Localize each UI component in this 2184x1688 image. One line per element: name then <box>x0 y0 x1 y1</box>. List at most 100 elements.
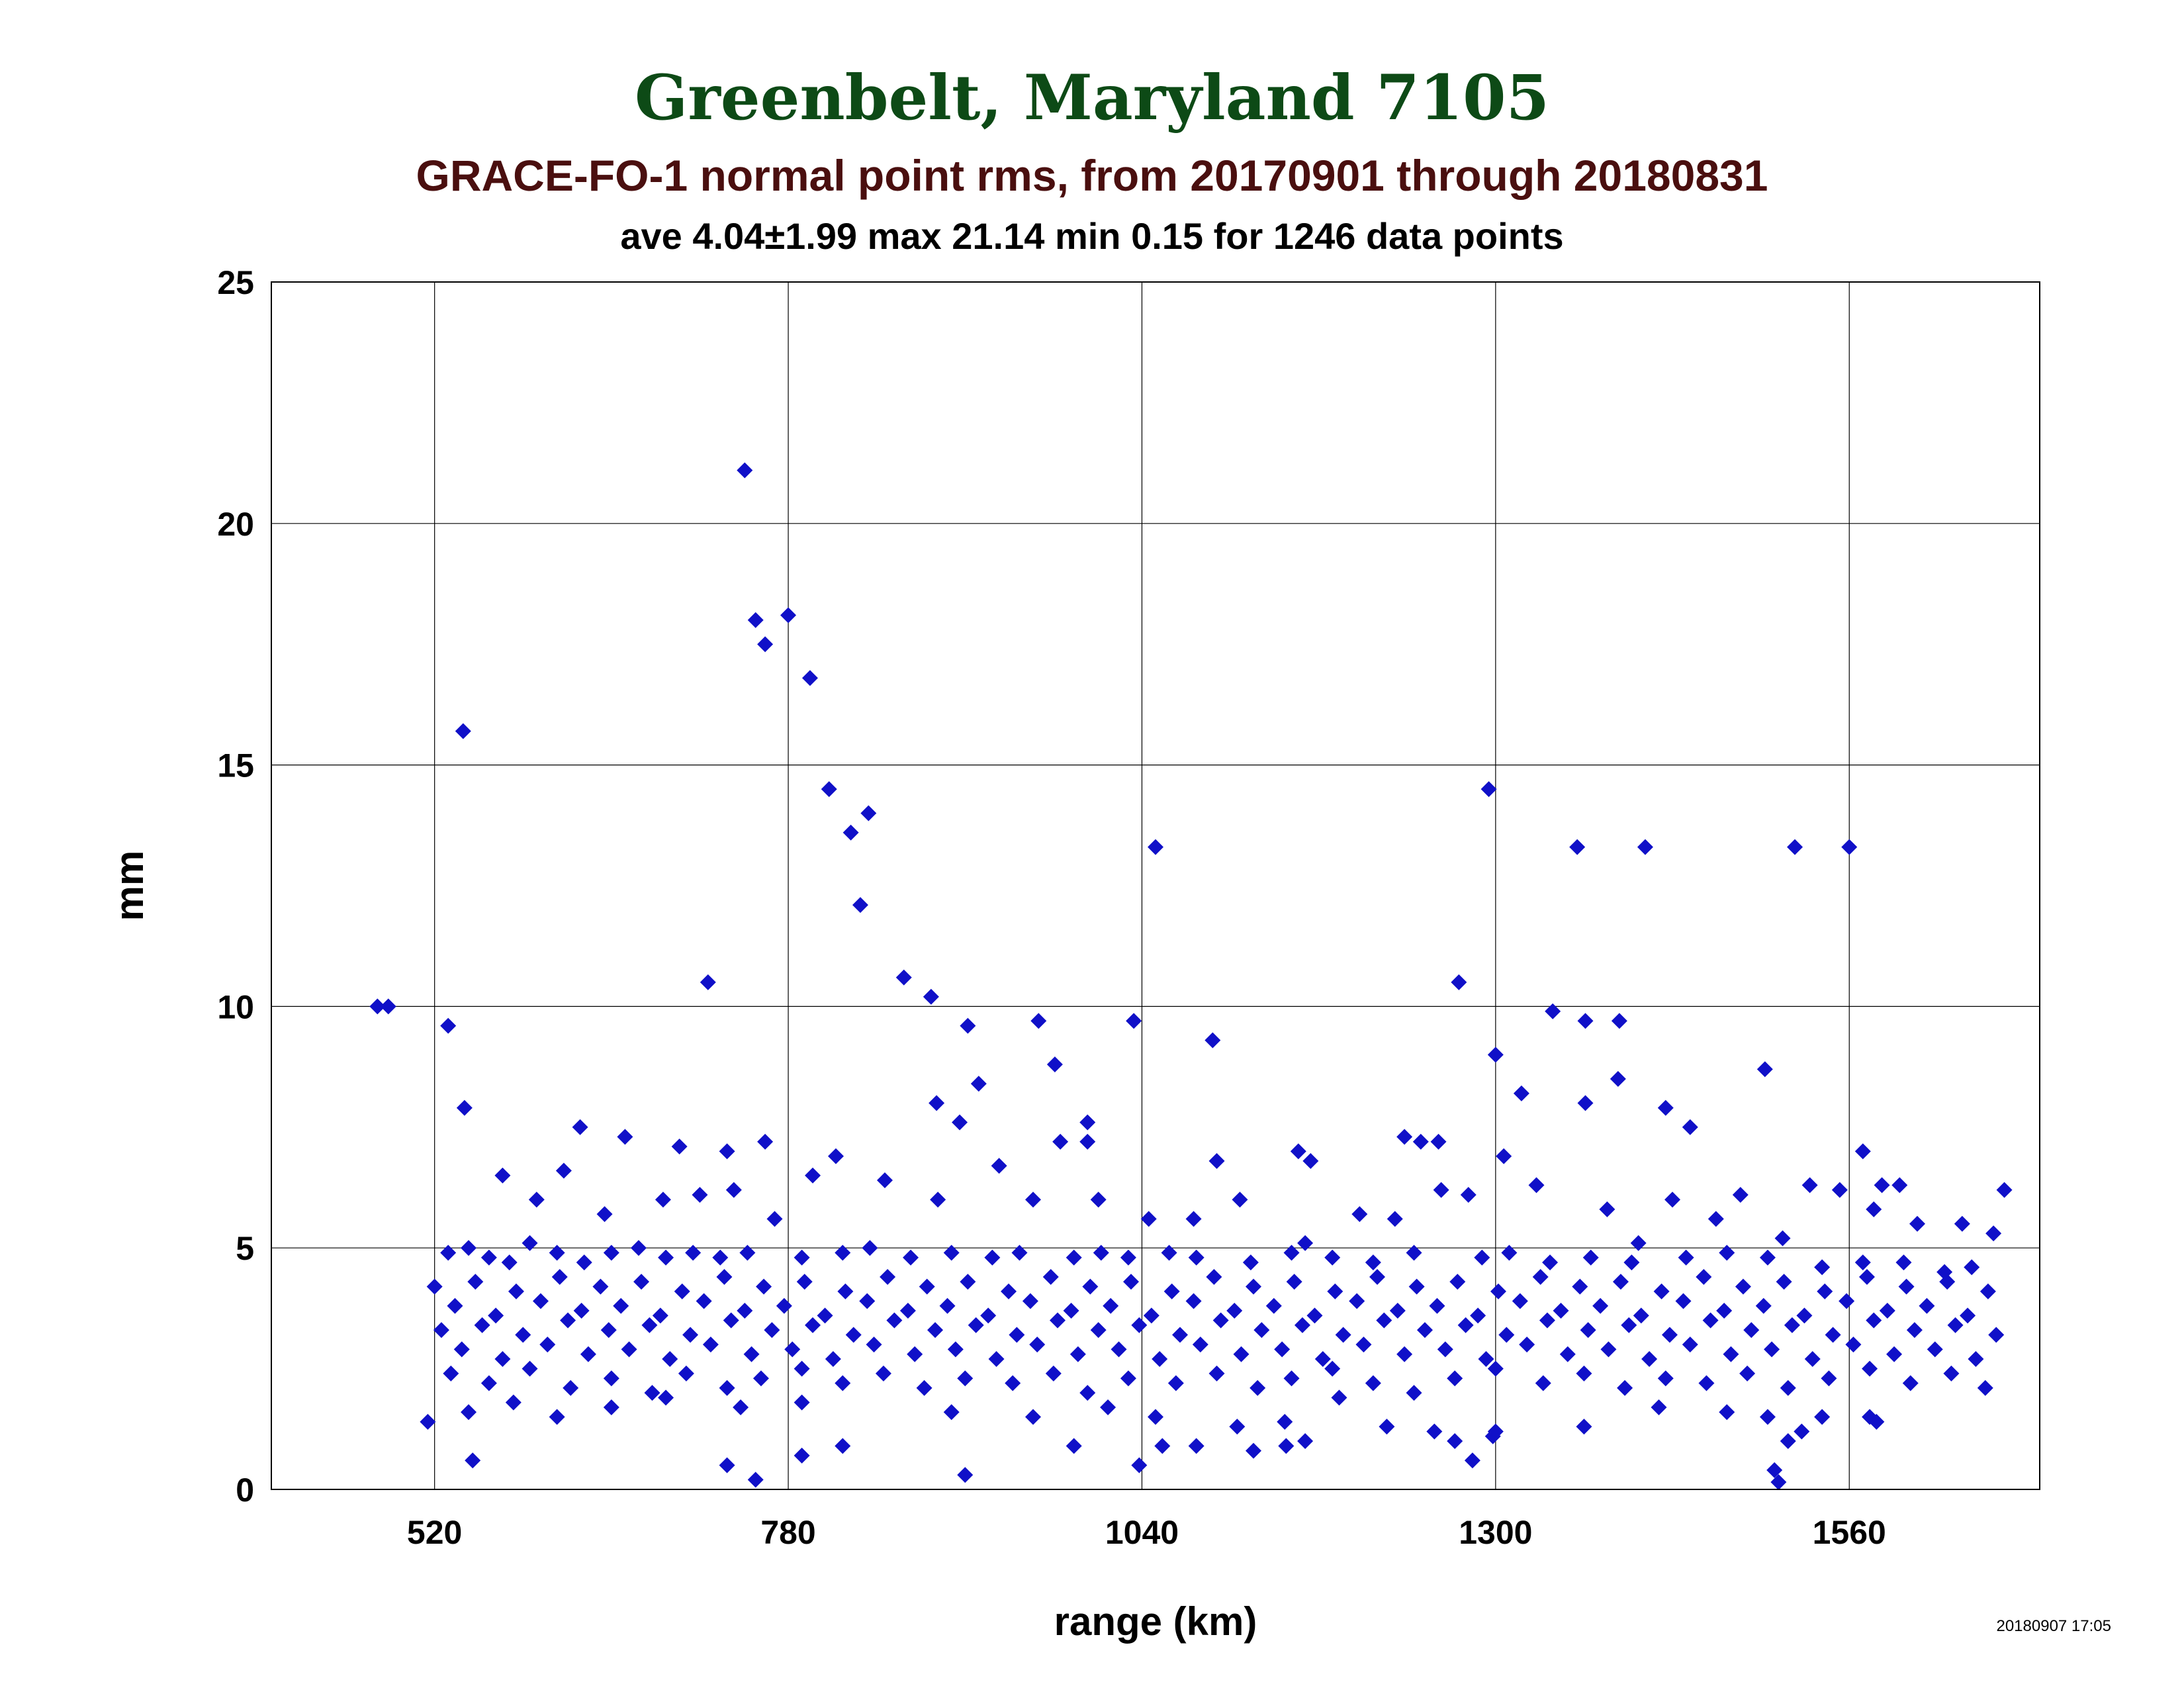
data-point <box>895 969 912 986</box>
data-point <box>1447 1433 1463 1450</box>
data-point <box>508 1283 524 1299</box>
data-point <box>617 1129 633 1145</box>
data-point <box>1814 1259 1831 1276</box>
data-points <box>369 462 2013 1491</box>
data-point <box>1396 1129 1413 1145</box>
data-point <box>970 1076 987 1092</box>
data-point <box>957 1370 974 1387</box>
data-point <box>700 974 716 990</box>
data-point <box>1774 1230 1791 1246</box>
data-point <box>621 1341 637 1358</box>
data-point <box>1755 1297 1772 1314</box>
data-point <box>1355 1336 1372 1353</box>
data-point <box>1854 1143 1871 1160</box>
data-point <box>1845 1336 1862 1353</box>
data-point <box>1063 1303 1079 1319</box>
data-point <box>580 1346 596 1362</box>
data-point <box>1814 1409 1831 1425</box>
data-point <box>1756 1061 1773 1078</box>
data-point <box>1148 839 1163 855</box>
data-point <box>737 462 753 479</box>
data-point <box>1817 1283 1833 1299</box>
data-point <box>1123 1274 1140 1290</box>
data-point <box>603 1370 619 1387</box>
data-point <box>447 1297 463 1314</box>
data-point <box>1274 1341 1291 1358</box>
data-point <box>1171 1327 1188 1343</box>
data-point <box>488 1307 504 1324</box>
data-point <box>501 1254 518 1271</box>
data-point <box>886 1312 903 1329</box>
data-point <box>1572 1278 1588 1295</box>
data-point <box>1376 1312 1392 1329</box>
data-point <box>1612 1274 1629 1290</box>
data-point <box>1787 839 1803 855</box>
data-point <box>1657 1370 1674 1387</box>
plot-frame <box>271 281 2040 1490</box>
data-point <box>739 1244 756 1261</box>
data-point <box>1487 1360 1504 1377</box>
data-point <box>1324 1360 1341 1377</box>
data-point <box>821 781 837 798</box>
data-point <box>1519 1336 1535 1353</box>
data-point <box>1351 1206 1368 1223</box>
data-point <box>1451 974 1467 990</box>
data-point <box>743 1346 760 1362</box>
data-point <box>1657 1100 1674 1116</box>
x-tick-label: 520 <box>407 1514 462 1551</box>
data-point <box>1253 1322 1270 1338</box>
data-point <box>1030 1013 1047 1029</box>
data-point <box>369 998 386 1015</box>
data-point <box>957 1467 974 1483</box>
data-point <box>480 1375 497 1391</box>
data-point <box>1290 1143 1306 1160</box>
data-point <box>1433 1182 1449 1198</box>
data-point <box>1460 1186 1477 1203</box>
data-point <box>747 1472 764 1488</box>
y-tick-label: 10 <box>217 988 254 1025</box>
data-point <box>1891 1177 1908 1194</box>
y-axis-label: mm <box>107 851 152 921</box>
data-point <box>1011 1244 1028 1261</box>
data-point <box>980 1307 997 1324</box>
data-point <box>1426 1423 1443 1440</box>
data-point <box>1208 1365 1225 1382</box>
data-point <box>1653 1283 1670 1299</box>
data-point <box>852 897 868 914</box>
data-point <box>1678 1249 1694 1266</box>
data-point <box>776 1297 792 1314</box>
y-tick-label: 0 <box>236 1472 254 1509</box>
data-point <box>1167 1375 1184 1391</box>
data-point <box>1831 1182 1848 1198</box>
data-point <box>927 1322 944 1338</box>
data-point <box>1093 1244 1109 1261</box>
data-point <box>1025 1409 1042 1425</box>
data-point <box>1457 1317 1474 1333</box>
data-point <box>860 805 877 821</box>
data-point <box>1464 1452 1480 1469</box>
data-point <box>1968 1351 1984 1368</box>
data-point <box>600 1322 617 1338</box>
data-point <box>453 1341 470 1358</box>
data-point <box>1487 1047 1504 1063</box>
data-point <box>919 1278 935 1295</box>
data-point <box>1045 1365 1062 1382</box>
data-point <box>563 1380 579 1396</box>
data-point <box>461 1404 477 1421</box>
data-point <box>712 1249 729 1266</box>
data-point <box>929 1095 945 1111</box>
data-point <box>596 1206 613 1223</box>
y-tick-label: 15 <box>217 747 254 784</box>
data-point <box>1470 1307 1486 1324</box>
data-point <box>573 1303 590 1319</box>
data-point <box>678 1365 694 1382</box>
data-point <box>1580 1322 1596 1338</box>
data-point <box>528 1192 545 1208</box>
data-point <box>1633 1307 1649 1324</box>
data-point <box>796 1274 813 1290</box>
data-point <box>1866 1201 1882 1217</box>
data-point <box>1143 1307 1160 1324</box>
data-point <box>522 1235 538 1251</box>
data-point <box>1331 1389 1347 1406</box>
data-point <box>630 1240 647 1256</box>
